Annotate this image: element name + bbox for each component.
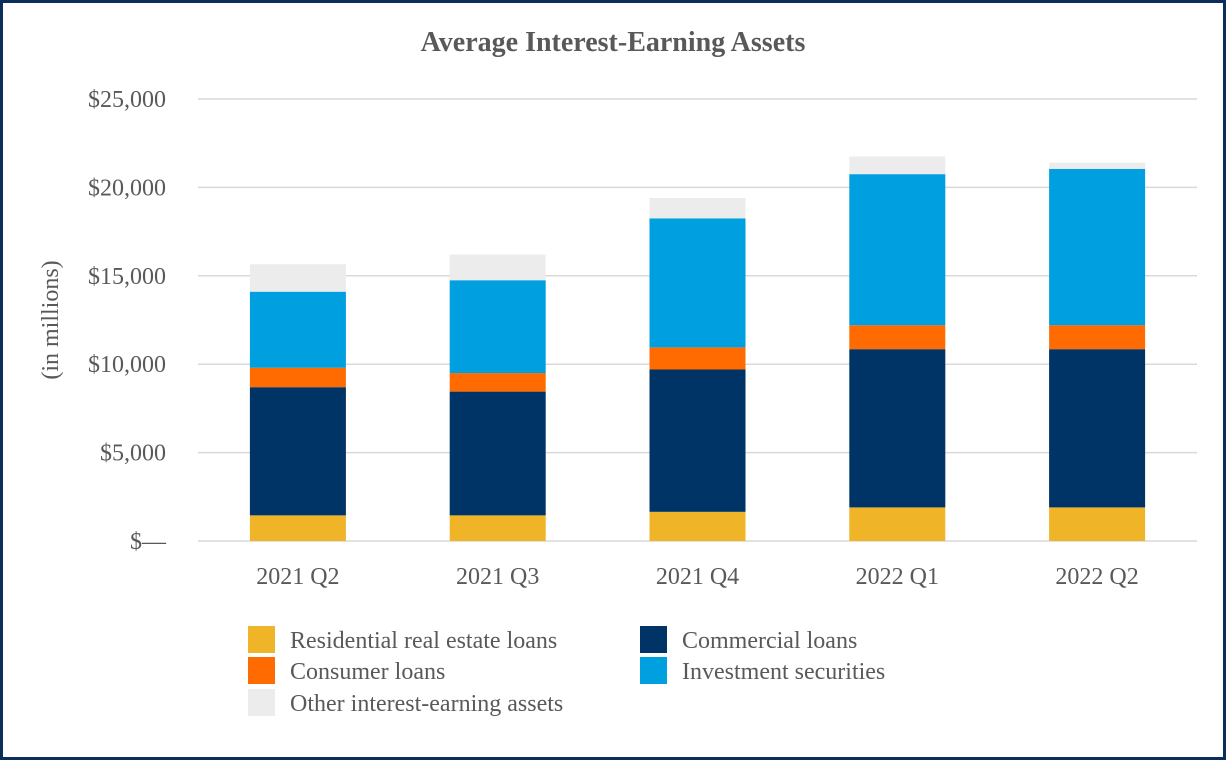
bar-segment-commercial-loans [449,391,546,516]
bar-segment-consumer-loans [249,367,346,388]
bar-segment-consumer-loans [849,325,946,350]
legend-item: Commercial loans [640,626,857,654]
y-axis-label: (in millions) [38,260,64,379]
legend-label: Commercial loans [682,628,857,654]
y-tick-label: $20,000 [88,175,166,201]
y-tick-label: $5,000 [100,441,166,467]
bar-segment-residential-real-estate-loans [249,515,346,541]
gridlines [198,98,1197,542]
y-tick-label: $15,000 [88,264,166,290]
bar-segment-commercial-loans [249,387,346,516]
bar-segment-commercial-loans [649,369,746,512]
x-tick-label: 2021 Q2 [256,564,339,590]
bar-segment-other-interest-earning-assets [649,198,746,219]
legend: Residential real estate loans Commercial … [248,626,885,717]
legend-swatch [640,657,667,684]
bar-stack [449,254,546,541]
legend-label: Consumer loans [290,659,445,685]
bar-segment-other-interest-earning-assets [849,156,946,175]
legend-item: Other interest-earning assets [248,689,563,717]
legend-swatch [248,689,275,716]
bar-segment-consumer-loans [649,347,746,370]
bar-stack [849,156,946,541]
bar-segment-other-interest-earning-assets [1049,162,1146,169]
bar-segment-consumer-loans [1049,325,1146,350]
y-tick-label: $— [130,529,167,555]
legend-label: Other interest-earning assets [290,691,563,717]
bar-segment-other-interest-earning-assets [449,254,546,281]
x-tick-label: 2021 Q4 [656,564,739,590]
y-tick-label: $10,000 [88,352,166,378]
bar-segment-residential-real-estate-loans [1049,507,1146,541]
bar-segment-residential-real-estate-loans [849,507,946,541]
bar-segment-investment-securities [849,174,946,326]
bar-segment-investment-securities [249,291,346,368]
bar-stack [649,198,746,541]
bar-segment-commercial-loans [849,349,946,508]
bar-stack [249,264,346,541]
y-tick-labels: $— $5,000 $10,000 $15,000 $20,000 $25,000 [88,87,167,555]
legend-swatch [248,657,275,684]
bar-segment-other-interest-earning-assets [249,264,346,292]
bar-segment-consumer-loans [449,373,546,392]
chart-title: Average Interest-Earning Assets [421,27,806,58]
legend-item: Investment securities [640,657,885,685]
legend-item: Consumer loans [248,657,445,685]
bar-stack [1049,162,1146,541]
x-tick-label: 2022 Q1 [856,564,939,590]
bar-segment-commercial-loans [1049,349,1146,508]
legend-swatch [640,626,667,653]
legend-swatch [248,626,275,653]
x-tick-labels: 2021 Q2 2021 Q3 2021 Q4 2022 Q1 2022 Q2 [256,564,1139,590]
legend-label: Residential real estate loans [290,628,557,654]
bar-segment-investment-securities [1049,168,1146,326]
bar-segment-residential-real-estate-loans [649,511,746,541]
legend-label: Investment securities [682,659,885,685]
bar-segment-residential-real-estate-loans [449,515,546,541]
bars [249,156,1146,541]
x-tick-label: 2022 Q2 [1055,564,1138,590]
x-tick-label: 2021 Q3 [456,564,539,590]
legend-item: Residential real estate loans [248,626,557,654]
bar-segment-investment-securities [649,218,746,348]
y-tick-label: $25,000 [88,87,166,113]
bar-segment-investment-securities [449,280,546,374]
